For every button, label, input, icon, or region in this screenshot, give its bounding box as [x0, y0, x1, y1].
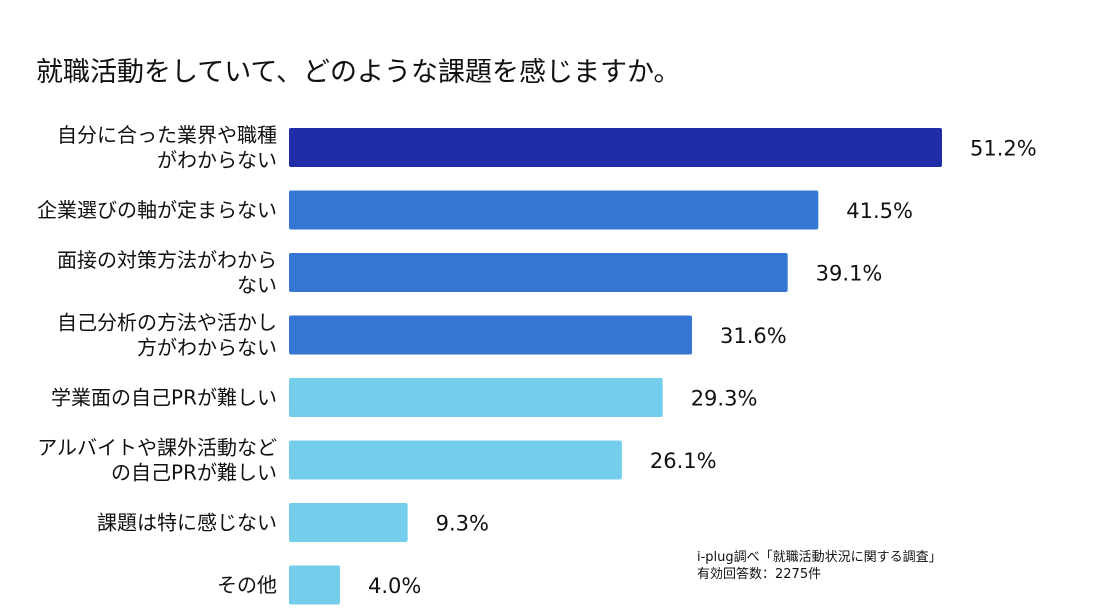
bar-8: [289, 565, 341, 605]
bar-5: [289, 378, 663, 417]
value-label-8: 4.0%: [368, 574, 421, 598]
category-label-2: 企業選びの軸が定まらない: [37, 198, 277, 222]
category-label-7: 課題は特に感じない: [97, 511, 277, 535]
source-line: i-plug調べ「就職活動状況に関する調査」: [697, 550, 942, 565]
value-labels: 51.2% 41.5% 39.1% 31.6% 29.3% 26.1% 9.3% 4.0%: [368, 137, 1037, 599]
category-label-1: 自分に合った業界や職種がわからない: [57, 123, 277, 172]
bar-1: [289, 128, 942, 167]
bar-7: [289, 503, 408, 542]
value-label-5: 29.3%: [691, 387, 758, 411]
category-label-6: アルバイトや課外活動などの自己PRが難しい: [37, 436, 277, 485]
bar-6: [289, 440, 622, 480]
bar-3: [289, 253, 788, 292]
category-label-4: 自己分析の方法や活かし方がわからない: [57, 311, 277, 360]
category-labels: 自分に合った業界や職種がわからない企業選びの軸が定まらない面接の対策方法がわから…: [37, 123, 277, 597]
value-label-2: 41.5%: [846, 199, 913, 223]
bar-2: [289, 190, 819, 230]
category-label-3: 面接の対策方法がわからない: [57, 248, 277, 297]
source-note: i-plug調べ「就職活動状況に関する調査」 有効回答数：2275件: [697, 549, 942, 583]
value-label-1: 51.2%: [970, 137, 1037, 161]
respondent-count: 有効回答数：2275件: [697, 567, 822, 582]
bar-4: [289, 315, 693, 355]
value-label-6: 26.1%: [650, 449, 717, 473]
bars-group: [289, 128, 942, 605]
category-label-5: 学業面の自己PRが難しい: [51, 386, 277, 410]
value-label-4: 31.6%: [720, 324, 787, 348]
value-label-7: 9.3%: [436, 512, 489, 536]
value-label-3: 39.1%: [816, 262, 883, 286]
chart-title: 就職活動をしていて、どのような課題を感じますか。: [36, 57, 681, 88]
category-label-8: その他: [217, 573, 277, 597]
